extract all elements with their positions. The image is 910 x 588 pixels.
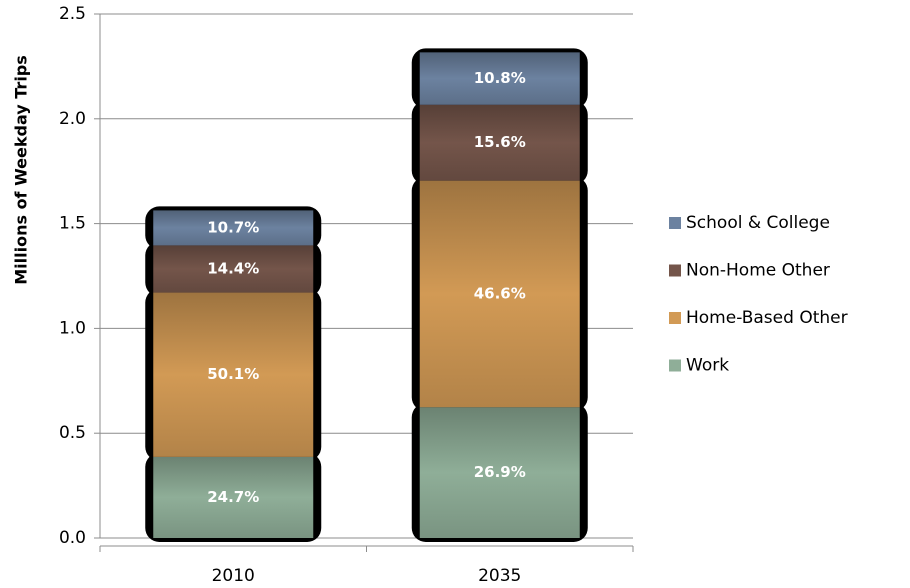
bar-segment (419, 180, 580, 408)
y-tick-label: 1.5 (59, 214, 86, 234)
legend-label: Work (686, 356, 729, 376)
legend-label: Home-Based Other (686, 308, 848, 328)
segment-label: 10.7% (207, 218, 259, 236)
legend-swatch (669, 264, 681, 277)
y-tick-label: 2.0 (59, 109, 86, 129)
x-tick-label: 2035 (478, 566, 521, 586)
segment-label: 26.9% (474, 463, 526, 481)
y-axis-title: Millions of Weekday Trips (12, 55, 31, 285)
segment-label: 14.4% (207, 259, 259, 277)
segment-label: 50.1% (207, 365, 259, 383)
y-tick-label: 2.5 (59, 4, 86, 24)
x-tick-label: 2010 (212, 566, 255, 586)
bar-segment (419, 104, 580, 181)
bar-segment (153, 210, 314, 246)
legend-swatch (669, 359, 681, 372)
y-tick-label: 0.0 (59, 528, 86, 548)
legend-swatch (669, 312, 681, 324)
bar-segment (419, 52, 580, 105)
legend-label: Non-Home Other (686, 261, 830, 281)
segment-label: 46.6% (474, 284, 526, 302)
segment-label: 24.7% (207, 488, 259, 506)
segment-label: 15.6% (474, 133, 526, 151)
segment-label: 10.8% (474, 69, 526, 87)
bar-segment (153, 292, 314, 457)
bar-segment (153, 245, 314, 293)
legend-label: School & College (686, 213, 830, 233)
y-tick-label: 1.0 (59, 318, 86, 338)
legend-swatch (669, 217, 681, 229)
bar-segment (419, 407, 580, 538)
bar-segment (153, 456, 314, 538)
y-tick-label: 0.5 (59, 423, 86, 443)
